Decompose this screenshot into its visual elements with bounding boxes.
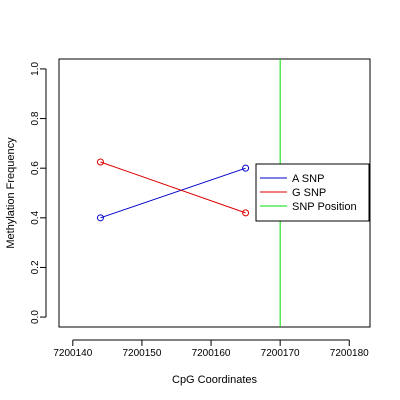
g-snp-point — [96, 158, 104, 166]
y-tick-label: 0.6 — [30, 161, 41, 175]
y-tick-label: 0.0 — [30, 310, 41, 324]
y-tick-label: 0.4 — [30, 210, 41, 224]
x-tick-label: 7200140 — [53, 348, 92, 359]
x-tick-label: 7200170 — [261, 348, 300, 359]
plot-area-frame — [58, 58, 371, 328]
a-snp-point — [242, 164, 250, 172]
a-snp-line — [100, 167, 246, 219]
y-tick-label: 0.8 — [30, 111, 41, 125]
g-snp-line — [100, 161, 246, 214]
legend-label: A SNP — [292, 173, 324, 185]
legend-label: SNP Position — [292, 201, 357, 213]
y-axis-label: Methylation Frequency — [5, 137, 17, 249]
y-tick-label: 0.2 — [30, 260, 41, 274]
legend: A SNP G SNP SNP Position — [255, 163, 370, 222]
x-tick-label: 7200160 — [192, 348, 231, 359]
x-axis-label: CpG Coordinates — [172, 374, 257, 386]
a-snp-point — [96, 214, 104, 222]
x-tick-label: 7200180 — [330, 348, 369, 359]
legend-label: G SNP — [292, 187, 326, 199]
x-axis: 7200140 7200150 7200160 7200170 7200180 — [53, 339, 369, 359]
g-snp-point — [242, 209, 250, 217]
x-tick-label: 7200150 — [122, 348, 161, 359]
y-tick-label: 1.0 — [30, 62, 41, 76]
y-axis: 0.0 0.2 0.4 0.6 0.8 1.0 — [30, 62, 47, 324]
plot-marks — [96, 59, 281, 327]
